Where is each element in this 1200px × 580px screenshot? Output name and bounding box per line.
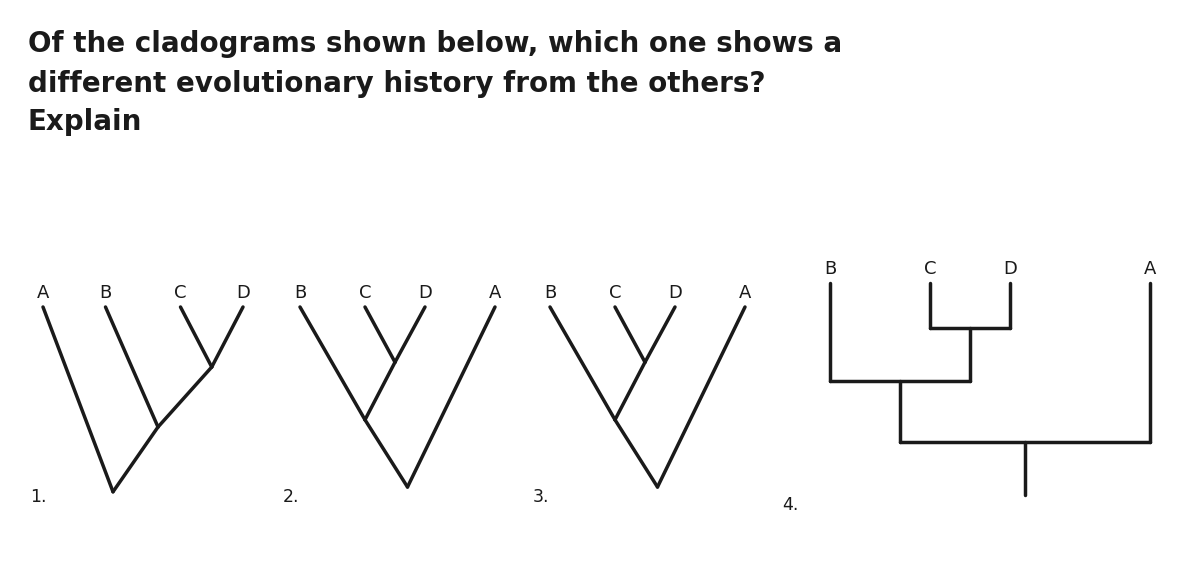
Text: C: C	[924, 260, 936, 278]
Text: A: A	[739, 284, 751, 302]
Text: D: D	[1003, 260, 1016, 278]
Text: 1.: 1.	[30, 488, 47, 506]
Text: A: A	[1144, 260, 1156, 278]
Text: 3.: 3.	[533, 488, 550, 506]
Text: C: C	[608, 284, 622, 302]
Text: D: D	[236, 284, 250, 302]
Text: 2.: 2.	[282, 488, 299, 506]
Text: 4.: 4.	[782, 496, 798, 514]
Text: B: B	[544, 284, 556, 302]
Text: C: C	[359, 284, 371, 302]
Text: different evolutionary history from the others?: different evolutionary history from the …	[28, 70, 766, 98]
Text: Explain: Explain	[28, 108, 143, 136]
Text: C: C	[174, 284, 187, 302]
Text: D: D	[668, 284, 682, 302]
Text: A: A	[488, 284, 502, 302]
Text: D: D	[418, 284, 432, 302]
Text: B: B	[294, 284, 306, 302]
Text: A: A	[37, 284, 49, 302]
Text: B: B	[824, 260, 836, 278]
Text: B: B	[100, 284, 112, 302]
Text: Of the cladograms shown below, which one shows a: Of the cladograms shown below, which one…	[28, 30, 842, 58]
